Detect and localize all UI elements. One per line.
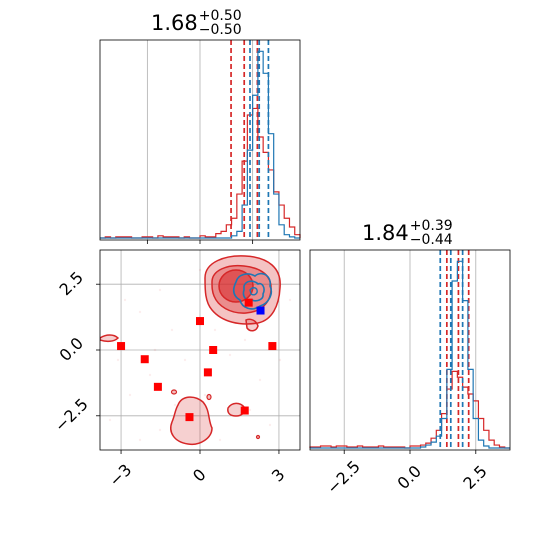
- hist-y-title-value: 1.84: [362, 221, 409, 245]
- hist-x-title-value: 1.68: [151, 11, 198, 35]
- hist-y-tick-label: −2.5: [323, 457, 364, 498]
- scatter-marker: [140, 355, 149, 364]
- scatter-marker: [209, 346, 218, 354]
- scatter-y-tick-label: 0.0: [56, 334, 87, 365]
- hist-x-panel: [99, 39, 301, 244]
- hist-y-title-errors: +0.39 −0.44: [410, 219, 453, 247]
- scatter-x-tick-label: −3: [105, 460, 135, 490]
- hist-x-title-minus: −0.50: [198, 22, 242, 38]
- hist-y-tick-label: 2.5: [459, 462, 490, 493]
- hist-x-title-errors: +0.50 −0.50: [199, 9, 242, 37]
- hist-y-title: 1.84 +0.39 −0.44: [362, 219, 453, 247]
- scatter-highlight-marker: [256, 306, 265, 315]
- hist-y-title-minus: −0.44: [409, 232, 453, 248]
- scatter-grid: [100, 250, 300, 450]
- scatter-marker: [196, 317, 204, 326]
- scatter-marker: [203, 368, 212, 377]
- scatter-y-tick-label: 2.5: [56, 268, 87, 299]
- hist-y-tick-label: 0.0: [394, 462, 425, 493]
- scatter-marker: [153, 382, 162, 391]
- scatter-x-tick-label: 0: [189, 465, 210, 486]
- scatter-marker: [244, 298, 253, 307]
- hist-y-panel: −2.5 0.0 2.5: [309, 249, 511, 498]
- scatter-marker: [240, 406, 249, 415]
- scatter-panel: −3 0 3 −2.5 0.0 2.5: [51, 249, 301, 490]
- hist-x-series-1-step: [100, 50, 300, 239]
- hist-y-series-1-step: [310, 260, 510, 449]
- scatter-y-tick-label: −2.5: [51, 395, 92, 436]
- hist-x-title-plus: +0.50: [198, 8, 242, 24]
- scatter-markers: [117, 298, 277, 422]
- hist-x-title: 1.68 +0.50 −0.50: [151, 9, 242, 37]
- scatter-marker: [268, 342, 277, 351]
- scatter-x-tick-label: 3: [268, 465, 289, 486]
- hist-y-title-plus: +0.39: [409, 218, 453, 234]
- scatter-marker: [185, 413, 194, 422]
- scatter-marker: [117, 342, 126, 351]
